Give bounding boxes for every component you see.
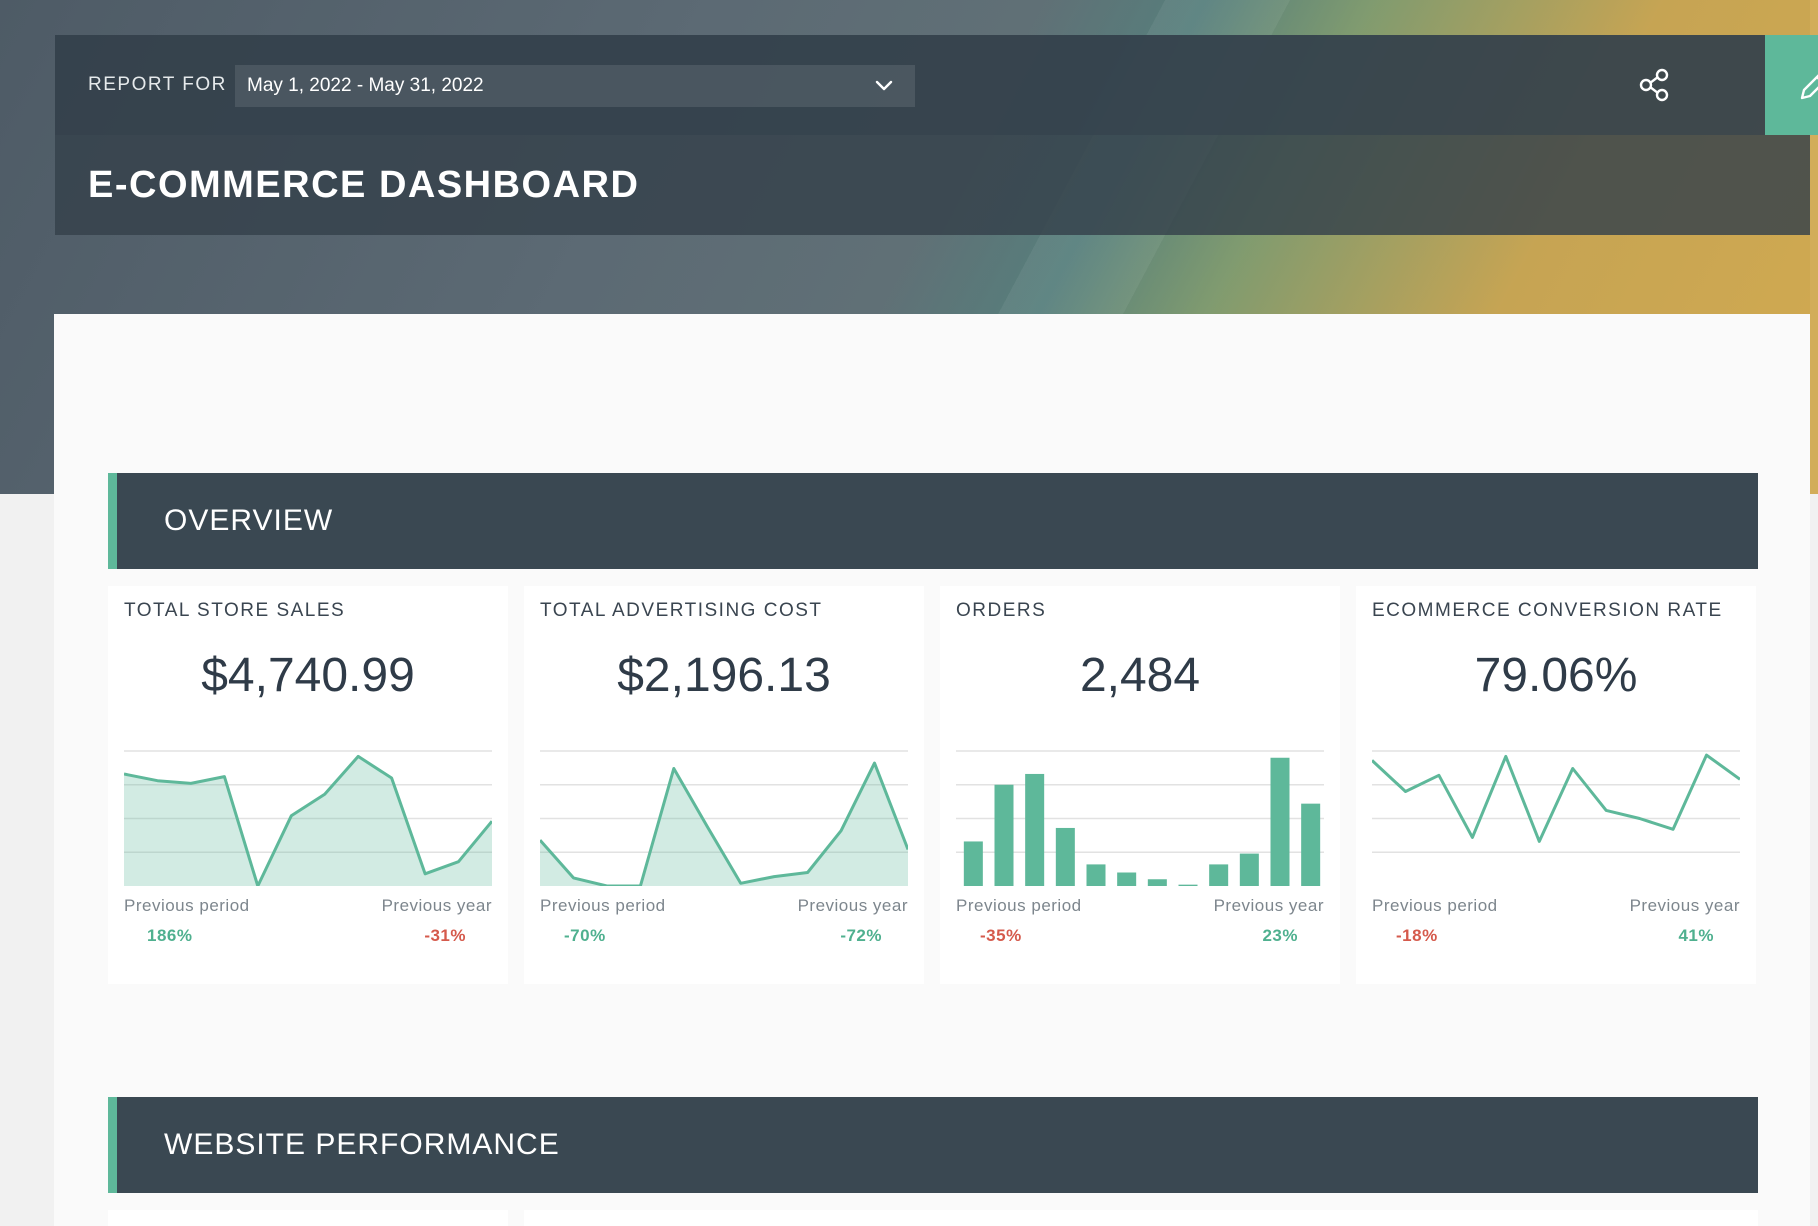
bar: [1086, 864, 1106, 886]
section-title: OVERVIEW: [164, 504, 334, 537]
card-title: TOTAL ADVERTISING COST: [540, 600, 823, 621]
previous-year-label: Previous year: [1213, 896, 1324, 915]
card-value: $2,196.13: [617, 649, 831, 702]
bar: [963, 841, 983, 886]
previous-period-value: -35%: [980, 926, 1022, 945]
bar: [1055, 827, 1075, 886]
page-title: E-COMMERCE DASHBOARD: [88, 164, 640, 206]
previous-period-label: Previous period: [1372, 896, 1498, 915]
area-fill: [540, 763, 908, 886]
bar: [1270, 757, 1290, 886]
date-range-select[interactable]: May 1, 2022 - May 31, 2022: [235, 65, 915, 107]
section-title: WEBSITE PERFORMANCE: [164, 1128, 560, 1161]
bar: [1117, 872, 1137, 886]
bar: [1301, 803, 1321, 886]
card-partial: [108, 1210, 508, 1226]
previous-year-label: Previous year: [797, 896, 908, 915]
previous-year-value: -72%: [840, 926, 882, 945]
previous-year-value: -31%: [424, 926, 466, 945]
card-partial: [524, 1210, 1758, 1226]
previous-year-value: 23%: [1262, 926, 1298, 945]
previous-year-value: 41%: [1678, 926, 1714, 945]
card-value: 79.06%: [1474, 649, 1638, 702]
previous-period-label: Previous period: [540, 896, 666, 915]
report-for-label: REPORT FOR: [88, 74, 227, 95]
card-title: ECOMMERCE CONVERSION RATE: [1372, 600, 1723, 621]
card-title: TOTAL STORE SALES: [124, 600, 346, 621]
bar: [1025, 773, 1045, 886]
sparkline-chart: [124, 750, 492, 886]
dashboard-title-bar: E-COMMERCE DASHBOARD: [55, 135, 1810, 235]
edit-button[interactable]: [1765, 35, 1818, 135]
previous-period-label: Previous period: [956, 896, 1082, 915]
section-header-website-performance: WEBSITE PERFORMANCE: [108, 1097, 1758, 1193]
section-header-overview: OVERVIEW: [108, 473, 1758, 569]
series-line: [124, 754, 492, 886]
line-chart: [1372, 750, 1740, 853]
bar-chart: [956, 750, 1324, 886]
bar: [994, 784, 1014, 886]
previous-year-label: Previous year: [381, 896, 492, 915]
bar: [1239, 853, 1259, 886]
chevron-down-icon: [875, 80, 893, 91]
share-icon: [1639, 68, 1669, 102]
card-title: ORDERS: [956, 600, 1047, 621]
previous-period-value: 186%: [147, 926, 193, 945]
card-value: $4,740.99: [201, 649, 415, 702]
kpi-card-total-advertising-cost[interactable]: TOTAL ADVERTISING COST $2,196.13 Previou…: [524, 586, 924, 984]
header-background-edge: [1810, 0, 1818, 494]
date-range-value: May 1, 2022 - May 31, 2022: [247, 75, 484, 96]
sparkline-chart: [540, 750, 908, 886]
share-button[interactable]: [1635, 65, 1675, 105]
pencil-icon: [1800, 74, 1818, 100]
previous-period-value: -70%: [564, 926, 606, 945]
previous-period-label: Previous period: [124, 896, 250, 915]
kpi-card-total-store-sales[interactable]: TOTAL STORE SALES $4,740.99 Previous per…: [108, 586, 508, 984]
bar: [1147, 879, 1167, 886]
report-toolbar: REPORT FOR May 1, 2022 - May 31, 2022: [55, 35, 1818, 135]
card-value: 2,484: [1079, 649, 1201, 702]
previous-period-value: -18%: [1396, 926, 1438, 945]
area-fill: [124, 756, 492, 886]
kpi-card-orders[interactable]: ORDERS 2,484 Previous period Previous ye…: [940, 586, 1340, 984]
series-line: [1372, 753, 1740, 843]
series-line: [540, 761, 908, 886]
previous-year-label: Previous year: [1629, 896, 1740, 915]
bar: [1178, 884, 1198, 886]
kpi-card-ecommerce-conversion-rate[interactable]: ECOMMERCE CONVERSION RATE 79.06% Previou…: [1356, 586, 1756, 984]
bar: [1209, 864, 1229, 886]
